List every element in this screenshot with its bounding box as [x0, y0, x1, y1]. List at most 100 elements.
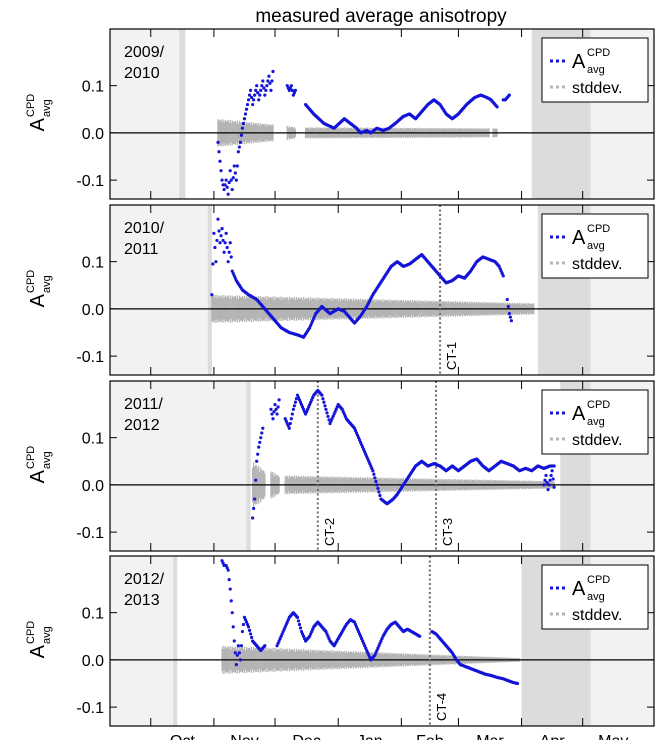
series-point: [323, 404, 327, 408]
series-point: [251, 516, 255, 520]
legend-box: [541, 389, 649, 455]
series-point: [271, 69, 275, 74]
series-point: [219, 234, 223, 238]
series-point: [222, 250, 226, 254]
event-marker-label: CT-3: [440, 518, 455, 546]
series-point: [227, 578, 231, 582]
series-point: [298, 626, 303, 630]
y-axis-label-sub: avg: [41, 451, 53, 469]
panel-plot-area: CT-4: [110, 556, 654, 726]
season-label: 2013: [124, 592, 160, 609]
shaded-period: [246, 381, 251, 551]
series-point: [552, 485, 556, 489]
series-point: [246, 98, 251, 102]
y-tick-label: -0.1: [76, 700, 104, 717]
series-point: [247, 93, 252, 97]
legend-series-label: A: [572, 51, 586, 73]
y-axis-label-sub: avg: [41, 626, 53, 644]
y-tick-label: 0.0: [82, 653, 104, 670]
series-point: [235, 164, 239, 168]
series-point: [226, 568, 230, 572]
event-marker-label: CT-4: [434, 693, 449, 721]
series-point: [268, 81, 272, 85]
series-point: [242, 117, 247, 121]
series-point: [233, 651, 237, 655]
y-axis-label-main: A: [27, 469, 49, 483]
series-point: [271, 417, 275, 421]
series-point: [226, 192, 230, 196]
series-point: [241, 121, 246, 126]
series-point: [272, 410, 276, 414]
series-point: [232, 639, 236, 643]
season-label: 2012: [124, 417, 160, 434]
legend-series-label: A: [572, 403, 586, 425]
series-point: [252, 506, 256, 511]
series-point: [552, 464, 556, 468]
y-tick-label: 0.1: [82, 606, 104, 623]
series-point: [253, 93, 257, 97]
series-point: [223, 183, 227, 187]
season-label: 2011/: [124, 396, 163, 413]
legend-series-sub: avg: [587, 64, 605, 76]
series-point: [224, 178, 228, 182]
series-point: [373, 476, 377, 480]
series-point: [237, 145, 241, 149]
series-point: [543, 478, 547, 482]
series-point: [326, 414, 330, 419]
series-point: [252, 98, 256, 102]
series-point: [275, 412, 279, 416]
season-label: 2011: [124, 241, 159, 258]
series-point: [216, 217, 220, 221]
legend-stddev-label: stddev.: [572, 607, 622, 624]
series-point: [225, 245, 229, 250]
series-point: [372, 472, 376, 476]
series-point: [240, 126, 245, 130]
series-point: [550, 469, 554, 473]
shaded-period: [207, 205, 212, 375]
series-point: [248, 632, 253, 636]
series-point: [229, 178, 233, 182]
series-point: [374, 479, 378, 483]
season-label: 2010/: [124, 220, 165, 237]
series-point: [259, 88, 263, 92]
series-point: [238, 140, 242, 144]
series-point: [224, 231, 228, 235]
series-point: [228, 169, 232, 173]
x-tick-label: Apr: [540, 733, 566, 740]
series-point: [235, 653, 239, 657]
series-point: [264, 88, 268, 92]
chart-title: measured average anisotropy: [255, 6, 507, 27]
legend-box: [541, 37, 649, 103]
series-point: [231, 625, 235, 629]
legend-stddev-label: stddev.: [572, 80, 622, 97]
x-tick-label: Nov: [230, 733, 258, 740]
series-point: [233, 171, 237, 175]
series-point: [544, 473, 548, 478]
series-point: [239, 644, 244, 648]
series-point: [377, 490, 381, 494]
series-point: [293, 88, 298, 92]
shaded-period: [110, 381, 249, 551]
series-point: [218, 159, 222, 163]
panel-frame: [109, 555, 655, 727]
series-point: [290, 412, 294, 416]
series-point: [250, 95, 254, 100]
series-point: [239, 133, 244, 137]
series-point: [507, 312, 511, 316]
y-axis-label-sub: avg: [41, 275, 53, 293]
series-point: [232, 164, 236, 168]
x-tick-label: May: [598, 733, 628, 740]
series-point: [260, 84, 264, 88]
y-tick-label: 0.0: [82, 126, 104, 143]
shaded-period: [110, 205, 210, 375]
series-point: [237, 651, 241, 655]
series-point: [546, 488, 550, 492]
series-point: [247, 628, 252, 632]
series-point: [274, 407, 278, 411]
series-point: [273, 403, 277, 407]
legend: A CPD avg stddev.: [541, 564, 649, 630]
series-point: [220, 178, 224, 182]
